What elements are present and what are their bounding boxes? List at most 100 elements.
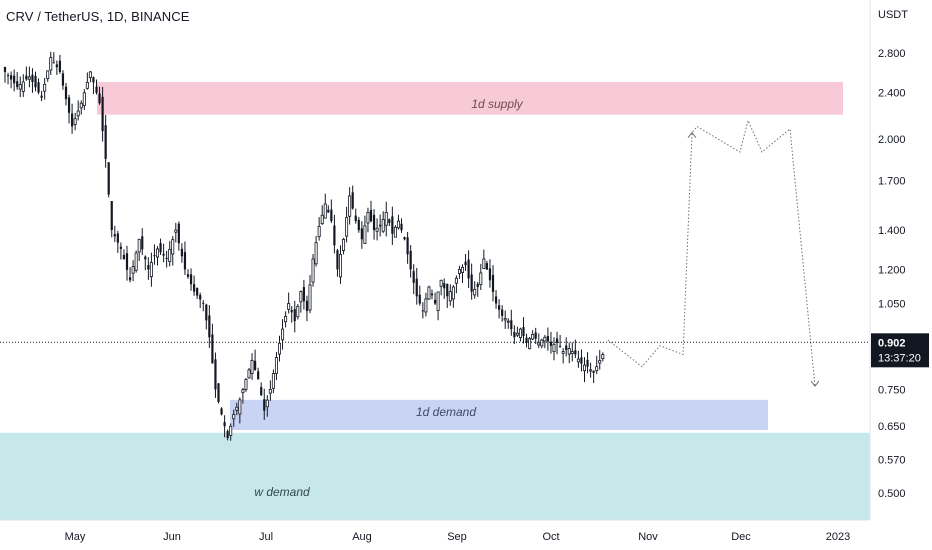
candle — [202, 300, 205, 312]
candle-body-up — [268, 389, 272, 394]
candle — [482, 249, 486, 269]
candle — [40, 90, 43, 102]
candle — [254, 349, 257, 371]
x-tick-label: Aug — [352, 531, 372, 543]
candle — [454, 275, 458, 294]
candle-body-up — [241, 389, 245, 394]
candle — [73, 112, 77, 131]
candle-body-down — [565, 345, 568, 351]
candle — [567, 342, 571, 364]
candle-body-up — [277, 342, 281, 355]
zones-layer: 1d supply 1d demand w demand — [0, 81, 870, 520]
candle — [79, 100, 83, 115]
candle — [110, 201, 113, 238]
candle — [406, 232, 409, 264]
candle — [189, 268, 193, 291]
candle-body-up — [155, 248, 159, 258]
candle — [290, 306, 293, 323]
candle — [27, 66, 31, 88]
candle-body-down — [116, 233, 119, 243]
candle — [561, 348, 565, 364]
y-tick-label: 2.000 — [878, 134, 906, 146]
candle-body-down — [305, 300, 309, 311]
x-tick-label: Nov — [638, 531, 658, 543]
candle-body-down — [144, 256, 147, 260]
candle — [534, 327, 537, 345]
candle — [552, 337, 556, 361]
candle-body-down — [61, 73, 65, 86]
y-tick-label: 0.570 — [878, 455, 906, 467]
candle-body-down — [494, 296, 498, 304]
candle-body-up — [88, 71, 92, 78]
candles-layer — [3, 51, 605, 441]
projection-path — [607, 118, 816, 387]
candle — [174, 222, 178, 243]
candle — [281, 319, 285, 350]
candle-body-down — [92, 77, 95, 83]
candle — [134, 250, 138, 273]
candle-body-up — [238, 399, 242, 415]
candle-body-down — [400, 223, 403, 231]
candle-body-up — [540, 339, 544, 347]
candle-body-down — [107, 162, 110, 195]
candle-body-up — [460, 266, 464, 273]
candle — [537, 333, 541, 349]
candle — [199, 292, 202, 308]
candle-body-down — [580, 357, 583, 364]
candle — [433, 292, 437, 305]
candle-body-up — [134, 252, 138, 271]
candle — [314, 236, 318, 267]
candle-body-up — [311, 258, 315, 283]
candle — [421, 302, 424, 319]
candle-body-down — [180, 248, 183, 257]
candle-body-down — [153, 255, 156, 257]
y-tick-label: 1.200 — [878, 264, 906, 276]
candle — [177, 221, 180, 251]
candle — [168, 241, 172, 267]
candle-body-down — [58, 60, 61, 72]
candle — [92, 76, 95, 95]
candle-body-up — [384, 212, 388, 226]
candle — [379, 214, 382, 237]
candle-body-down — [592, 370, 595, 373]
candle — [284, 311, 288, 328]
y-tick-label: 1.050 — [878, 299, 906, 311]
candle-body-up — [131, 266, 135, 274]
candle-body-up — [317, 226, 321, 238]
candle — [522, 317, 525, 344]
candle — [366, 207, 370, 233]
candle — [308, 275, 312, 314]
candle — [55, 60, 58, 75]
candle-body-down — [196, 287, 199, 296]
candle-body-up — [595, 366, 599, 372]
candle-body-up — [314, 242, 318, 265]
candle — [180, 243, 183, 263]
candle-body-down — [226, 431, 229, 439]
candle-body-up — [396, 220, 400, 229]
candle — [393, 225, 397, 238]
candle-body-down — [430, 293, 434, 296]
price-tag: 0.902 13:37:20 — [871, 333, 929, 368]
candle-body-down — [122, 254, 126, 260]
candle-body-up — [281, 328, 285, 341]
candle — [34, 71, 37, 92]
candle-body-up — [381, 219, 385, 232]
candle-body-up — [174, 229, 178, 233]
candle-body-up — [482, 258, 486, 269]
candle-body-up — [531, 334, 535, 340]
candle — [503, 310, 507, 329]
candle — [317, 217, 321, 241]
candle — [293, 300, 296, 333]
candle — [113, 225, 116, 243]
candle-body-down — [491, 274, 495, 292]
candle — [430, 289, 434, 300]
candle-body-down — [379, 224, 382, 227]
candle-body-up — [244, 379, 248, 390]
candle — [451, 285, 455, 308]
chart-title: CRV / TetherUS, 1D, BINANCE — [6, 9, 190, 24]
candle — [570, 342, 574, 362]
candle — [473, 281, 477, 299]
candle — [61, 70, 65, 90]
candle-body-down — [257, 371, 260, 380]
candle-body-down — [64, 86, 68, 100]
